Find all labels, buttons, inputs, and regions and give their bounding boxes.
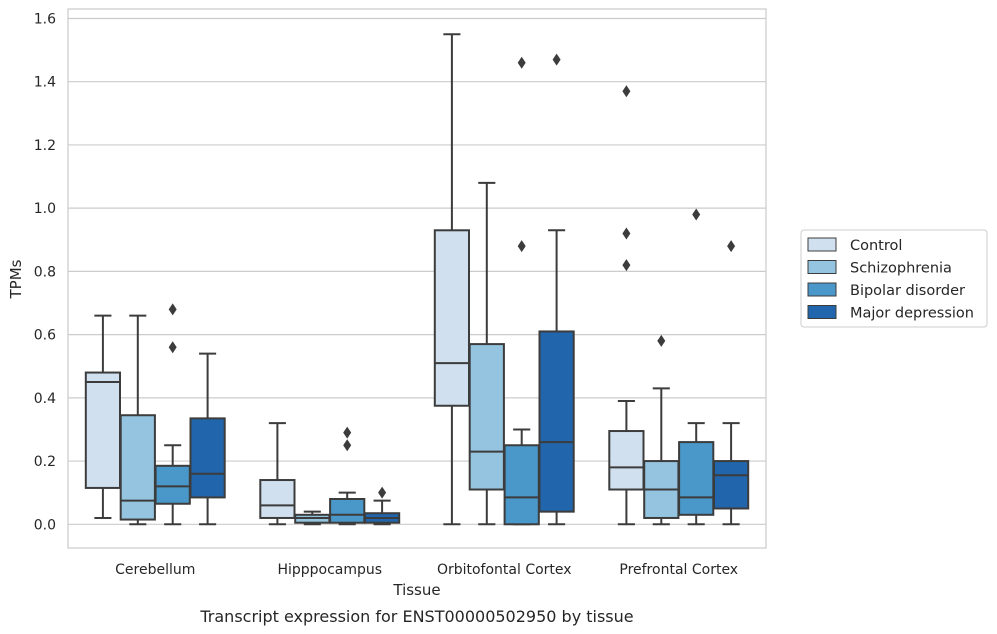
outlier-point: [517, 56, 526, 69]
legend-label: Schizophrenia: [850, 261, 952, 277]
box-group: [189, 352, 226, 526]
box-group: [433, 33, 471, 526]
box-group: [154, 303, 191, 526]
box-group: [363, 486, 401, 526]
outlier-point: [657, 334, 666, 347]
box-group: [259, 422, 296, 526]
box-iqr: [119, 414, 156, 521]
plot-frame: [67, 8, 767, 549]
outlier-point: [622, 85, 631, 98]
outlier-point: [168, 341, 177, 354]
box-iqr: [154, 464, 191, 505]
box-group: [712, 240, 750, 526]
y-tick-label: 0.2: [34, 454, 56, 470]
legend-frame: [800, 229, 988, 328]
y-tick-label: 1.6: [34, 11, 56, 27]
box-group: [468, 181, 505, 526]
box-group: [608, 85, 645, 526]
box-group: [503, 56, 540, 526]
box-iqr: [608, 430, 645, 491]
x-tick-label: Cerebellum: [115, 562, 195, 578]
box-group: [84, 314, 122, 519]
box-iqr: [503, 444, 540, 526]
grid-layer: [68, 17, 766, 525]
y-tick-label: 1.0: [34, 201, 56, 217]
y-tick-label: 0.0: [34, 517, 56, 533]
box-group: [678, 208, 715, 526]
outlier-point: [552, 53, 561, 66]
legend-swatch: [807, 237, 837, 252]
box-iqr: [712, 460, 750, 510]
outlier-point: [378, 486, 387, 499]
box-iqr: [189, 417, 226, 499]
y-tick-label: 0.4: [34, 391, 56, 407]
legend-swatch: [807, 282, 837, 297]
outlier-point: [727, 240, 736, 253]
box-group: [538, 53, 575, 526]
box-group: [643, 334, 680, 526]
legend: Control Schizophrenia Bipolar disorder Majo…: [800, 229, 988, 328]
y-tick-label: 0.6: [34, 328, 56, 344]
y-axis-title: TPMs: [7, 259, 25, 299]
x-tick-label: Orbitofontal Cortex: [437, 562, 572, 578]
outlier-point: [692, 208, 701, 221]
box-iqr: [433, 229, 471, 407]
outlier-point: [168, 303, 177, 316]
legend-items: Control Schizophrenia Bipolar disorder Majo…: [807, 237, 974, 322]
x-tick-labels: Cerebellum Hipppocampus Orbitofontal Corte…: [115, 562, 738, 578]
box-iqr: [329, 498, 366, 524]
y-tick-label: 1.2: [34, 138, 56, 154]
box-iqr: [468, 343, 505, 491]
box-group: [329, 426, 366, 526]
outlier-point: [343, 439, 352, 452]
legend-label: Major depression: [850, 306, 974, 322]
y-tick-label: 0.8: [34, 264, 56, 280]
box-iqr: [259, 479, 296, 519]
outlier-point: [343, 426, 352, 439]
y-tick-labels: 0.0 0.2 0.4 0.6 0.8 1.0 1.2 1.4 1.6: [34, 11, 56, 533]
legend-swatch: [807, 305, 837, 319]
x-axis-title: Tissue: [392, 581, 440, 599]
box-iqr: [678, 441, 715, 516]
box-iqr: [538, 330, 575, 513]
boxes-layer: [84, 33, 750, 526]
outlier-point: [517, 240, 526, 253]
box-group: [119, 314, 156, 526]
legend-label: Control: [850, 238, 902, 254]
outlier-point: [622, 227, 631, 240]
outlier-point: [622, 259, 631, 272]
x-tick-label: Hipppocampus: [277, 562, 382, 578]
chart-caption: Transcript expression for ENST0000050295…: [199, 607, 633, 626]
y-tick-label: 1.4: [34, 75, 56, 91]
legend-swatch: [807, 260, 837, 274]
x-tick-label: Prefrontal Cortex: [619, 562, 738, 578]
box-group: [294, 510, 331, 526]
box-iqr: [84, 371, 122, 489]
legend-label: Bipolar disorder: [850, 283, 965, 299]
